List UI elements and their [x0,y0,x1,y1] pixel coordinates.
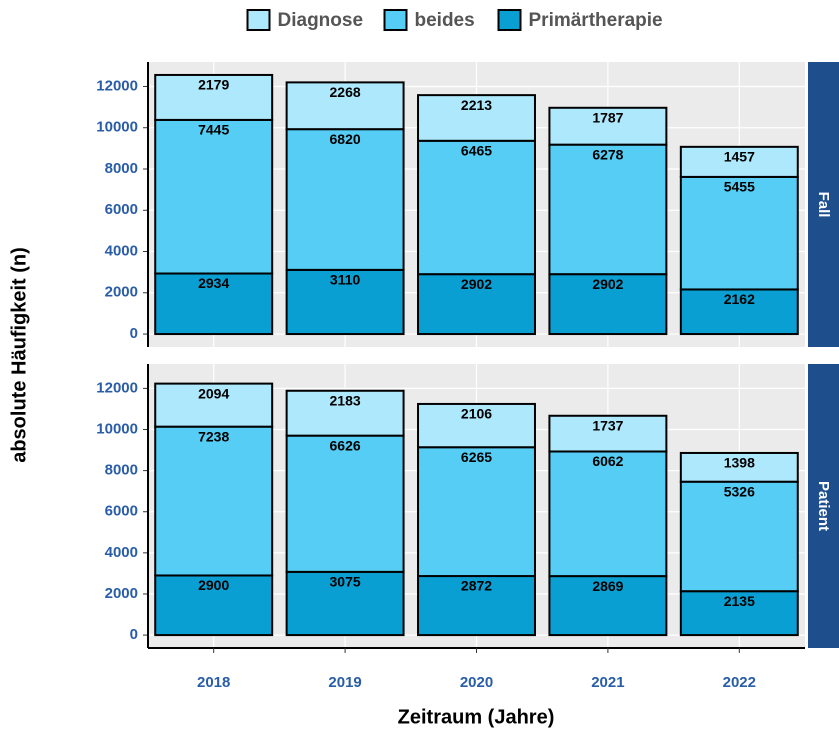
y-tick-label: 4000 [105,242,138,259]
y-tick-label: 2000 [105,585,138,602]
value-label: 7238 [198,428,229,444]
value-label: 2135 [724,593,755,609]
x-tick-label: 2018 [197,674,230,691]
bar-segment [548,414,668,453]
bar-segment [679,288,799,336]
bar-segment [548,273,668,336]
bar-segment [417,273,536,336]
value-label: 2106 [461,406,492,422]
y-tick-label: 8000 [105,462,138,479]
value-label: 6278 [592,146,623,162]
bar-segment [285,389,405,437]
value-label: 6465 [461,142,492,158]
value-label: 7445 [198,122,229,138]
bar-segment [285,81,405,131]
bar-segment [548,106,668,146]
x-tick-label: 2022 [723,674,756,691]
bar-segment [679,451,799,483]
y-tick-label: 6000 [105,201,138,218]
value-label: 2900 [198,577,229,593]
value-label: 5326 [724,483,755,499]
x-tick-label: 2019 [328,674,361,691]
facet-label: Patient [815,481,832,531]
bar-segment [154,73,274,121]
bar-segment [679,590,799,637]
legend-swatch [246,9,271,31]
bar-segment [548,450,668,578]
legend-label: beides [415,10,475,31]
bar-segment [417,94,536,142]
y-axis-label: absolute Häufigkeit (n) [8,247,30,463]
y-tick-label: 8000 [105,160,138,177]
y-tick-label: 12000 [96,379,138,396]
value-label: 3110 [330,272,361,288]
value-label: 3075 [330,574,361,590]
value-label: 1787 [592,109,623,125]
legend-label: Primärtherapie [529,10,663,31]
y-tick-label: 10000 [96,420,138,437]
legend-swatch [497,9,522,31]
bar-segment [548,575,668,637]
facet-label: Fall [815,192,832,218]
bar-segment [154,425,274,577]
value-label: 6062 [592,453,623,469]
value-label: 2268 [330,84,361,100]
x-axis-label: Zeitraum (Jahre) [398,706,555,728]
value-label: 1737 [592,417,623,433]
value-label: 2872 [461,578,492,594]
bar-segment [417,139,536,276]
y-tick-label: 10000 [96,119,138,136]
y-tick-label: 4000 [105,544,138,561]
bar-segment [154,574,274,637]
y-tick-label: 12000 [96,77,138,94]
bar-segment [417,402,536,449]
value-label: 6626 [330,437,361,453]
value-label: 2902 [461,276,492,292]
value-label: 2162 [724,291,755,307]
x-tick-label: 2021 [591,674,624,691]
value-label: 2183 [330,392,361,408]
bar-segment [417,575,536,637]
bar-segment [154,272,274,336]
value-label: 2213 [461,97,492,113]
value-label: 1457 [724,149,755,165]
value-label: 2179 [198,77,229,93]
bar-segment [548,143,668,276]
y-tick-label: 2000 [105,284,138,301]
bar-segment [417,446,536,578]
legend-swatch [383,9,408,31]
bar-segment [154,118,274,275]
value-label: 2934 [198,275,229,291]
value-label: 1398 [724,455,755,471]
bar-segment [285,268,405,336]
bar-segment [154,382,274,428]
value-label: 5455 [724,179,755,195]
bar-segment [285,434,405,573]
y-tick-label: 6000 [105,503,138,520]
value-label: 6820 [330,131,361,147]
legend-label: Diagnose [278,10,364,31]
bar-segment [679,145,799,178]
facet-strip [808,62,839,347]
bar-segment [285,128,405,271]
y-tick-label: 0 [130,626,138,643]
facet-strip [808,364,839,648]
x-tick-label: 2020 [460,674,493,691]
y-tick-label: 0 [130,325,138,342]
bar-segment [285,570,405,637]
value-label: 2094 [198,385,229,401]
value-label: 2869 [592,578,623,594]
value-label: 2902 [592,276,623,292]
value-label: 6265 [461,449,492,465]
